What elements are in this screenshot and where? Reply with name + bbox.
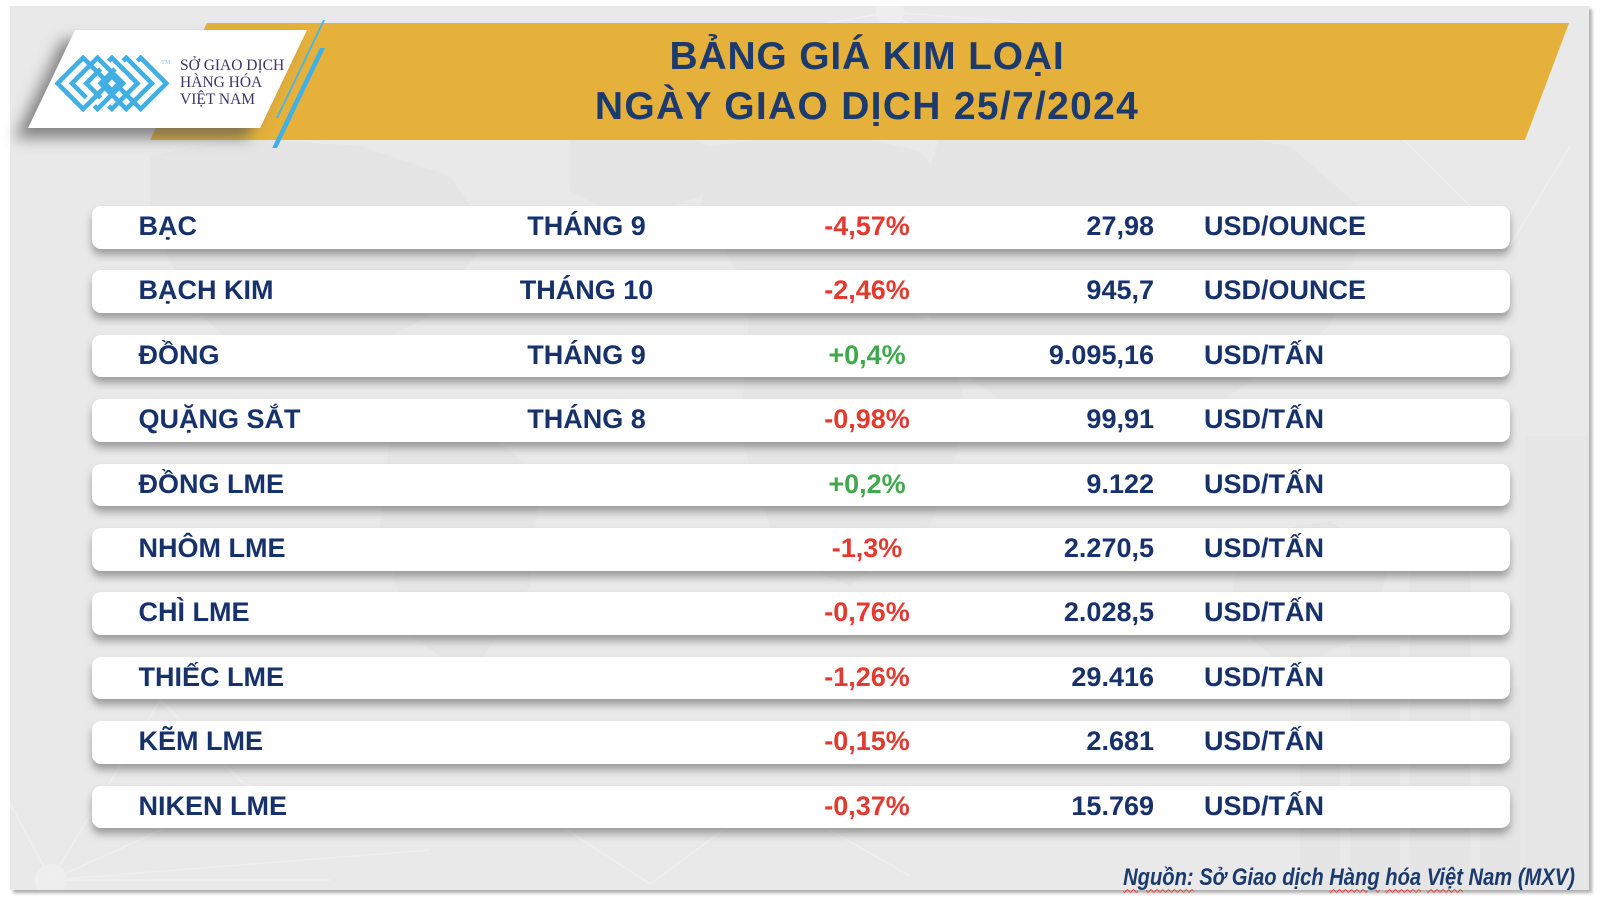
svg-text:TM: TM [161, 59, 171, 66]
